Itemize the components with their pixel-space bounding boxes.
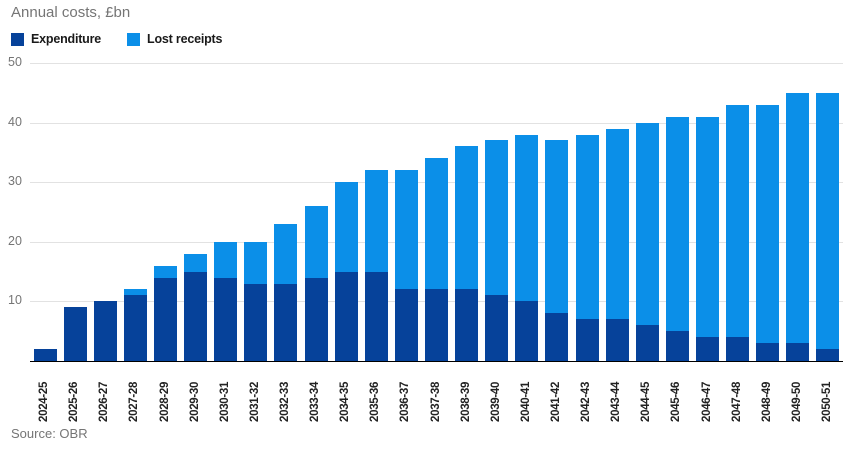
bar-segment-expenditure <box>93 301 117 361</box>
bar-segment-lost-receipts <box>154 265 177 278</box>
x-axis-label: 2025-26 <box>68 381 81 422</box>
bar-segment-expenditure <box>455 289 479 361</box>
bar-segment-lost-receipts <box>545 140 569 314</box>
y-axis-tick-label: 30 <box>8 174 22 189</box>
bar-segment-lost-receipts <box>425 158 448 290</box>
bar-segment-lost-receipts <box>274 223 298 284</box>
bar-segment-lost-receipts <box>214 241 238 278</box>
x-axis-label: 2042-43 <box>580 381 593 422</box>
bar-segment-lost-receipts <box>575 134 599 320</box>
bar-segment-expenditure <box>726 337 750 361</box>
x-axis-label: 2026-27 <box>98 381 111 422</box>
x-axis-label: 2030-31 <box>218 381 231 422</box>
bar-segment-lost-receipts <box>756 104 780 344</box>
legend-item-expenditure: Expenditure <box>11 32 101 46</box>
bar-segment-lost-receipts <box>334 182 358 272</box>
x-axis-label: 2036-37 <box>399 381 412 422</box>
x-axis-label: 2028-29 <box>158 381 171 422</box>
legend-item-lost-receipts: Lost receipts <box>127 32 222 46</box>
x-axis-label: 2032-33 <box>278 381 291 422</box>
bar-segment-expenditure <box>545 313 569 361</box>
y-axis-tick-label: 50 <box>8 55 22 69</box>
bar-segment-expenditure <box>515 301 539 361</box>
bar-segment-expenditure <box>425 289 448 361</box>
x-axis-label: 2044-45 <box>640 381 653 422</box>
y-gridline <box>30 63 843 64</box>
bar-segment-expenditure <box>605 319 629 361</box>
legend-label-expenditure: Expenditure <box>31 32 102 46</box>
bar-segment-lost-receipts <box>665 116 689 332</box>
bar-segment-lost-receipts <box>786 92 810 344</box>
bar-segment-lost-receipts <box>455 146 479 290</box>
chart-title: Annual costs, £bn <box>11 4 131 21</box>
x-axis-label: 2034-35 <box>339 381 352 422</box>
bar-segment-lost-receipts <box>304 206 328 278</box>
bar-segment-lost-receipts <box>394 170 418 290</box>
bar-segment-lost-receipts <box>605 128 629 320</box>
bar-segment-expenditure <box>816 349 840 361</box>
bar-segment-lost-receipts <box>635 122 659 326</box>
y-axis-tick-label: 10 <box>8 293 22 308</box>
x-axis-label: 2043-44 <box>610 381 623 422</box>
bar-segment-expenditure <box>274 283 298 361</box>
bar-segment-lost-receipts <box>515 134 539 302</box>
bar-segment-expenditure <box>63 307 87 361</box>
x-axis-label: 2031-32 <box>248 381 261 422</box>
bar-segment-expenditure <box>123 295 147 361</box>
bar-segment-lost-receipts <box>364 170 388 272</box>
x-axis-label: 2038-39 <box>459 381 472 422</box>
bar-segment-expenditure <box>394 289 418 361</box>
x-axis-label: 2041-42 <box>549 381 562 422</box>
x-axis-label: 2046-47 <box>700 381 713 422</box>
bar-segment-expenditure <box>575 319 599 361</box>
bar-segment-lost-receipts <box>123 289 147 296</box>
bar-segment-lost-receipts <box>816 92 840 350</box>
y-axis-tick-label: 40 <box>8 114 22 129</box>
expenditure-swatch-icon <box>11 32 24 46</box>
legend-label-lost-receipts: Lost receipts <box>147 32 223 46</box>
y-gridline <box>30 122 843 124</box>
legend: Expenditure Lost receipts <box>11 32 222 46</box>
bar-segment-expenditure <box>304 277 328 361</box>
x-axis-label: 2029-30 <box>188 381 201 422</box>
source-note: Source: OBR <box>11 426 88 441</box>
x-axis-label: 2027-28 <box>128 381 141 422</box>
x-axis-label: 2049-50 <box>790 381 803 422</box>
x-axis-label: 2039-40 <box>489 381 502 422</box>
bar-segment-expenditure <box>485 295 509 361</box>
bar-segment-lost-receipts <box>485 140 509 296</box>
x-axis-label: 2040-41 <box>519 381 532 422</box>
bar-segment-expenditure <box>786 343 810 361</box>
x-axis-line <box>30 361 843 362</box>
x-axis-label: 2037-38 <box>429 381 442 422</box>
bar-segment-expenditure <box>184 271 208 361</box>
bar-segment-expenditure <box>665 331 689 361</box>
x-axis-label: 2045-46 <box>670 381 683 422</box>
bar-segment-expenditure <box>635 325 659 361</box>
bar-segment-expenditure <box>756 343 780 361</box>
bar-segment-expenditure <box>696 337 719 361</box>
x-axis-label: 2047-48 <box>730 381 743 422</box>
x-axis-label: 2048-49 <box>760 381 773 422</box>
bar-segment-lost-receipts <box>696 116 719 338</box>
bar-segment-expenditure <box>214 277 238 361</box>
bar-segment-lost-receipts <box>184 253 208 272</box>
x-axis-label: 2035-36 <box>369 381 382 422</box>
bar-segment-lost-receipts <box>244 241 268 284</box>
bar-segment-expenditure <box>33 349 57 361</box>
y-axis-tick-label: 20 <box>8 233 22 248</box>
x-axis-label: 2050-51 <box>820 381 833 422</box>
bar-segment-expenditure <box>154 277 177 361</box>
x-axis-label: 2024-25 <box>38 381 51 422</box>
x-axis-label: 2033-34 <box>309 381 322 422</box>
bar-segment-lost-receipts <box>726 104 750 338</box>
bar-segment-expenditure <box>364 271 388 361</box>
bar-segment-expenditure <box>334 271 358 361</box>
bar-segment-expenditure <box>244 283 268 361</box>
lost-receipts-swatch-icon <box>127 32 141 46</box>
